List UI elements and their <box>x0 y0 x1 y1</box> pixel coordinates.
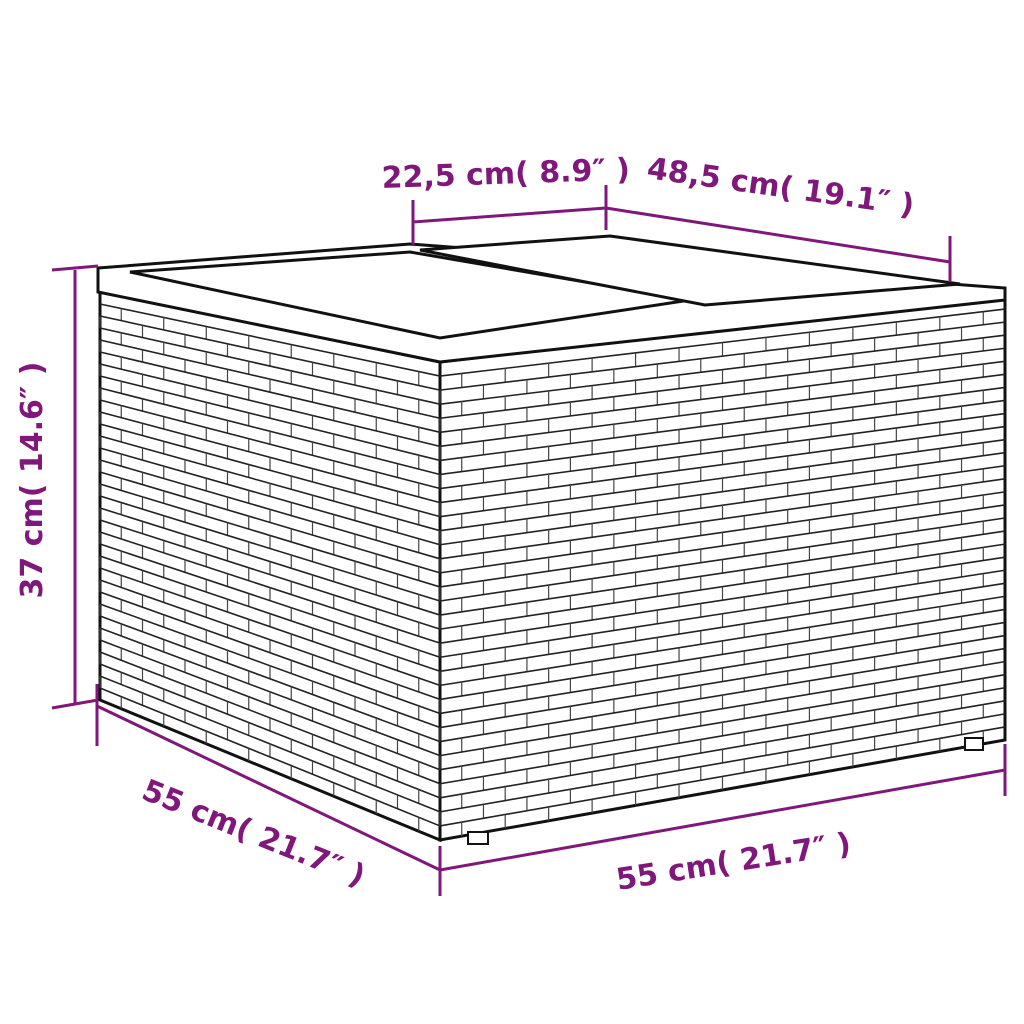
weave-strand <box>99 471 441 574</box>
weave-strand <box>439 608 1006 701</box>
weave-strand <box>439 530 1006 616</box>
top-width-dimension-line <box>605 206 952 282</box>
weave-strand <box>439 347 1006 420</box>
weave-strand <box>99 351 441 434</box>
wicker-weave-pattern <box>99 303 1006 837</box>
weave-strand <box>99 639 441 771</box>
box-foot <box>467 831 489 845</box>
weave-strand <box>99 687 441 827</box>
weave-strand <box>439 321 1006 391</box>
height-dimension-line <box>51 264 99 710</box>
weave-strand <box>99 363 441 448</box>
weave-strand <box>439 634 1006 729</box>
weave-strand <box>439 660 1006 757</box>
weave-strand <box>99 591 441 715</box>
weave-strand <box>99 399 441 490</box>
top-depth-label: 22,5 cm( 8.9″ ) <box>381 152 630 196</box>
weave-strand <box>99 519 441 630</box>
box-foot <box>964 737 984 751</box>
width-dimension-line <box>439 744 1007 872</box>
weave-strand <box>439 556 1006 644</box>
weave-strand <box>439 399 1006 476</box>
weave-strand <box>99 663 441 799</box>
weave-strand <box>99 375 441 462</box>
weave-strand <box>439 713 1006 813</box>
weave-strand <box>99 447 441 546</box>
weave-strand <box>99 495 441 602</box>
weave-strand <box>439 438 1006 518</box>
weave-strand <box>99 327 441 405</box>
weave-strand <box>99 423 441 518</box>
wicker-storage-box <box>96 234 1007 845</box>
weave-strand <box>99 543 441 658</box>
weave-strand <box>99 303 441 377</box>
top-width-label: 48,5 cm( 19.1″ ) <box>645 151 917 223</box>
weave-strand <box>439 373 1006 448</box>
weave-strand <box>439 686 1006 785</box>
depth-dimension-line <box>95 684 442 896</box>
weave-strand <box>439 478 1006 560</box>
width-label: 55 cm( 21.7″ ) <box>614 826 854 898</box>
weave-strand <box>99 567 441 687</box>
weave-strand <box>439 451 1006 532</box>
weave-strand <box>439 582 1006 673</box>
weave-strand <box>439 504 1006 588</box>
weave-strand <box>99 627 441 757</box>
weave-strand <box>439 425 1006 504</box>
weave-strand <box>99 615 441 743</box>
height-label: 37 cm( 14.6″ ) <box>15 362 50 599</box>
top-depth-dimension-line <box>411 185 608 246</box>
lid-panel-right <box>419 234 961 307</box>
dimension-lines <box>51 185 1007 896</box>
